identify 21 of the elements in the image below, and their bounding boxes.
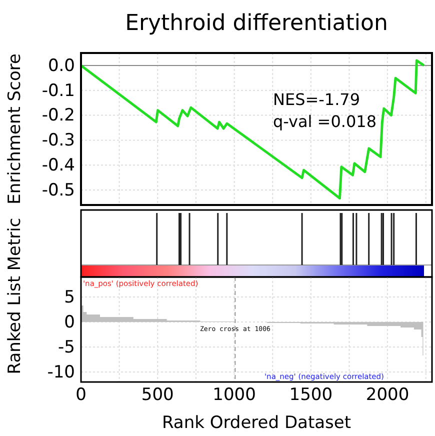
x-tick-label: 500	[141, 385, 174, 406]
y-tick-label: -0.4	[42, 156, 75, 176]
x-axis-title: Rank Ordered Dataset	[162, 413, 352, 433]
y-tick-label: -0.3	[42, 130, 75, 151]
y-tick-label: 0.0	[48, 56, 75, 76]
y-tick-label: -0.5	[42, 180, 75, 200]
chart-title: Erythroid differentiation	[125, 11, 388, 36]
annotation: q-val =0.018	[273, 112, 377, 131]
annotation: NES=-1.79	[273, 90, 360, 109]
x-tick-label: 1500	[289, 385, 333, 406]
line-series	[80, 59, 426, 200]
y-tick-label: -5	[58, 337, 75, 358]
y-axis-title: Ranked List Metric	[5, 218, 25, 374]
y-axis-title: Enrichment Score	[5, 54, 25, 204]
y-tick-label: -0.2	[42, 106, 75, 126]
y-tick-label: 5	[64, 287, 75, 308]
y-tick-label: 0	[64, 312, 75, 332]
x-tick-label: 1000	[212, 385, 256, 406]
y-tick-label: -0.1	[42, 80, 75, 101]
y-tick-label: -10	[47, 362, 75, 382]
x-tick-label: 2000	[366, 385, 410, 406]
